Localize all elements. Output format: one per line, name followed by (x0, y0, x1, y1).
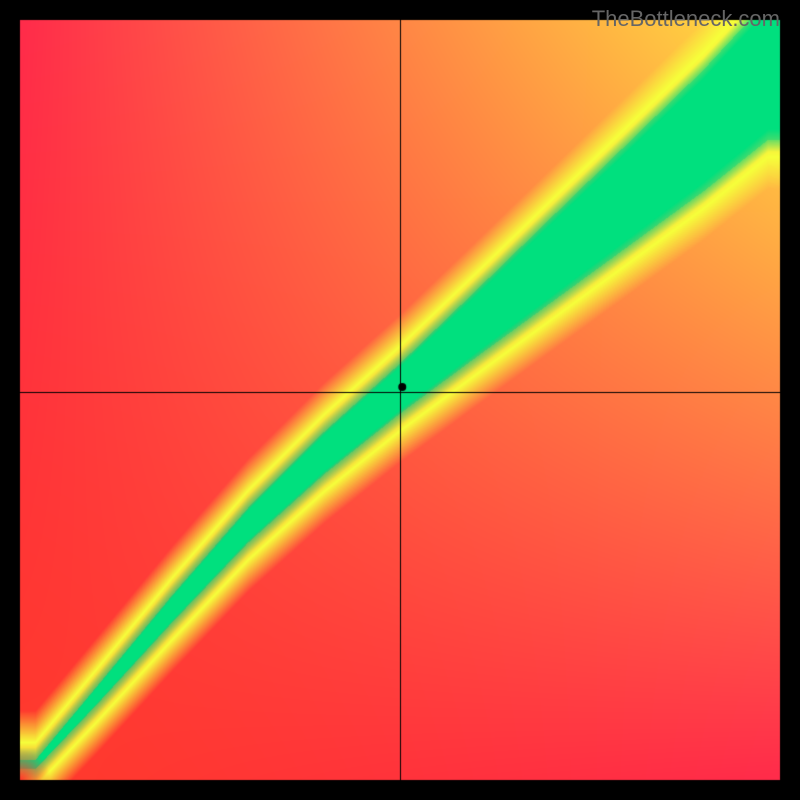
heatmap-canvas (0, 0, 800, 800)
watermark-label: TheBottleneck.com (592, 6, 780, 32)
chart-container: TheBottleneck.com (0, 0, 800, 800)
